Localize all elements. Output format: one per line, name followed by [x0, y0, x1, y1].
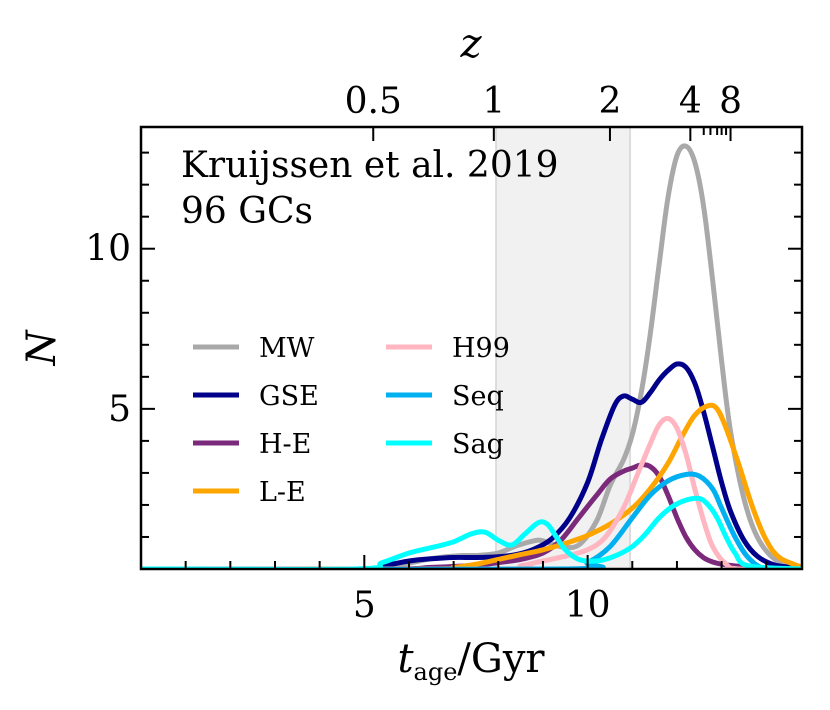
top-tick-label: 4 — [679, 81, 702, 122]
annotation-source: Kruijssen et al. 2019 — [181, 145, 559, 186]
y-axis-label: N — [19, 329, 65, 367]
shaded-region-layer — [495, 127, 632, 569]
x-axis-label: tage/Gyr — [397, 636, 545, 686]
legend: MW GSE H-E L-E H99 Seq Sag — [193, 333, 510, 508]
tick-layer: 5 10 5 10 0.5 1 2 4 8 — [85, 81, 802, 626]
x-axis-label-symbol: t — [397, 636, 414, 682]
legend-label-mw: MW — [259, 333, 315, 364]
series-line-gse — [141, 361, 802, 569]
x-axis-label-unit: /Gyr — [457, 636, 545, 682]
top-tick-label: 8 — [719, 81, 742, 122]
series-line-h99 — [141, 415, 802, 569]
x-axis-label-subscript: age — [414, 658, 458, 686]
legend-label-sag: Sag — [452, 429, 504, 460]
top-tick-label: 1 — [482, 81, 505, 122]
plot-frame — [139, 125, 804, 571]
legend-label-gse: GSE — [259, 381, 319, 412]
annotation-count: 96 GCs — [181, 191, 313, 232]
top-tick-label: 0.5 — [345, 81, 402, 122]
legend-label-h99: H99 — [452, 333, 510, 364]
top-tick-label: 2 — [598, 81, 621, 122]
legend-label-seq: Seq — [452, 381, 504, 412]
x-tick-label: 5 — [353, 585, 376, 626]
legend-label-h-e: H-E — [259, 429, 311, 460]
series-layer — [141, 143, 802, 569]
shaded-region — [496, 127, 631, 569]
x-tick-label: 10 — [565, 585, 611, 626]
top-axis-label: z — [459, 21, 482, 67]
legend-label-l-e: L-E — [259, 477, 306, 508]
series-line-sag — [141, 495, 802, 569]
y-tick-label: 5 — [108, 389, 131, 430]
series-line-l-e — [141, 402, 802, 569]
y-tick-label: 10 — [85, 229, 131, 270]
